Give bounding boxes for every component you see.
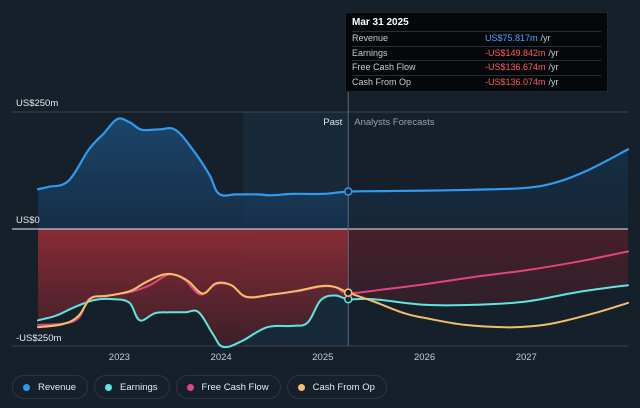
tooltip-unit: /yr (548, 76, 559, 87)
tooltip-label: Cash From Op (352, 76, 412, 87)
x-tick-label: 2024 (211, 352, 232, 363)
legend-item-revenue[interactable]: Revenue (12, 375, 89, 399)
series-line-earnings (37, 284, 629, 349)
legend-item-earnings[interactable]: Earnings (94, 375, 170, 399)
y-tick-label: -US$250m (16, 333, 61, 344)
x-tick-label: 2025 (312, 352, 333, 363)
tooltip-value: -US$136.674m (485, 62, 546, 72)
tooltip-date: Mar 31 2025 (352, 17, 409, 28)
tooltip-label: Earnings (352, 47, 388, 58)
marker-cash-from-op (344, 288, 353, 297)
marker-revenue (344, 187, 353, 196)
past-label: Past (323, 117, 342, 128)
tooltip-label: Free Cash Flow (352, 62, 416, 72)
tooltip-row-free-cash-flow: Free Cash Flow -US$136.674m /yr (352, 60, 601, 75)
legend-label: Earnings (120, 381, 158, 393)
legend-dot (23, 383, 30, 391)
y-tick-label: US$0 (16, 215, 40, 226)
tooltip-value: -US$136.074m (485, 76, 546, 87)
legend-label: Cash From Op (312, 381, 375, 393)
tooltip-unit: /yr (540, 33, 551, 43)
legend-item-free-cash-flow[interactable]: Free Cash Flow (175, 375, 281, 399)
tooltip-value: -US$149.842m (485, 47, 546, 58)
tooltip-label: Revenue (352, 33, 389, 43)
tooltip-unit: /yr (548, 62, 559, 72)
series-line-cash-from-op (37, 272, 629, 329)
series-line-revenue (36, 117, 630, 197)
forecast-dim-positive (348, 112, 628, 229)
forecast-label: Analysts Forecasts (354, 117, 434, 128)
tooltip-unit: /yr (548, 47, 559, 58)
tooltip-row-earnings: Earnings -US$149.842m /yr (352, 45, 601, 61)
legend-dot (186, 383, 194, 391)
x-tick-label: 2027 (516, 352, 537, 363)
legend-label: Revenue (38, 381, 77, 393)
x-tick-label: 2023 (109, 352, 130, 363)
legend-label: Free Cash Flow (201, 381, 269, 393)
chart-legend: Revenue Earnings Free Cash Flow Cash Fro… (12, 375, 387, 399)
y-tick-label: US$250m (16, 98, 58, 109)
tooltip-row-revenue: Revenue US$75.817m /yr (352, 31, 601, 46)
x-tick-label: 2026 (414, 352, 435, 363)
legend-dot (105, 383, 113, 391)
tooltip-row-cash-from-op: Cash From Op -US$136.074m /yr (352, 74, 601, 90)
tooltip-value: US$75.817m (485, 33, 538, 43)
legend-item-cash-from-op[interactable]: Cash From Op (286, 375, 387, 399)
legend-dot (297, 383, 305, 391)
tooltip-panel: Mar 31 2025 Revenue US$75.817m /yr Earni… (345, 12, 608, 92)
